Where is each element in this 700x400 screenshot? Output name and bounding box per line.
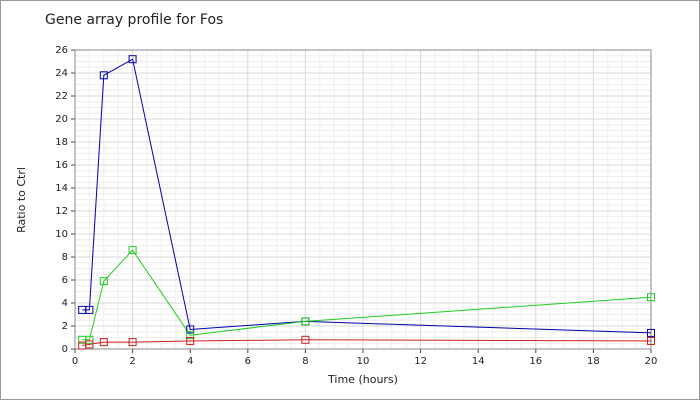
marker	[186, 331, 195, 340]
x-axis-label: Time (hours)	[327, 373, 398, 386]
y-tick-label: 26	[55, 45, 68, 56]
y-tick-label: 8	[62, 252, 68, 263]
marker	[99, 338, 108, 347]
marker	[99, 71, 108, 80]
y-tick-label: 6	[62, 275, 68, 286]
x-tick-label: 14	[472, 356, 485, 367]
y-tick-label: 14	[55, 183, 68, 194]
y-tick-label: 18	[55, 137, 68, 148]
marker	[85, 340, 94, 349]
y-tick-label: 20	[55, 114, 68, 125]
marker	[647, 336, 655, 345]
x-tick-label: 4	[187, 356, 193, 367]
marker	[85, 335, 94, 344]
y-tick-label: 10	[55, 229, 68, 240]
marker	[128, 246, 137, 255]
y-tick-label: 22	[55, 91, 68, 102]
x-tick-label: 2	[129, 356, 135, 367]
x-tick-label: 18	[587, 356, 600, 367]
marker	[186, 325, 195, 334]
marker	[128, 338, 137, 347]
y-tick-label: 0	[62, 344, 68, 355]
series-line	[82, 339, 652, 347]
x-tick-label: 0	[72, 356, 78, 367]
x-tick-label: 12	[414, 356, 427, 367]
x-tick-label: 6	[245, 356, 251, 367]
y-tick-label: 24	[55, 68, 68, 79]
y-tick-label: 12	[55, 206, 68, 217]
marker	[128, 55, 137, 64]
marker	[647, 293, 655, 302]
marker	[186, 336, 195, 345]
marker	[301, 317, 310, 326]
marker	[99, 277, 108, 286]
marker	[647, 328, 655, 337]
y-axis-label: Ratio to Ctrl	[15, 167, 28, 233]
x-tick-label: 10	[357, 356, 370, 367]
chart-title: Gene array profile for Fos	[45, 12, 223, 28]
y-tick-label: 16	[55, 160, 68, 171]
x-tick-label: 16	[529, 356, 542, 367]
x-tick-label: 20	[645, 356, 658, 367]
x-tick-label: 8	[302, 356, 308, 367]
y-tick-label: 4	[62, 298, 68, 309]
series-line	[82, 249, 652, 341]
y-tick-label: 2	[62, 321, 68, 332]
marker	[85, 305, 94, 314]
marker	[301, 335, 310, 344]
plot-border	[74, 49, 652, 350]
